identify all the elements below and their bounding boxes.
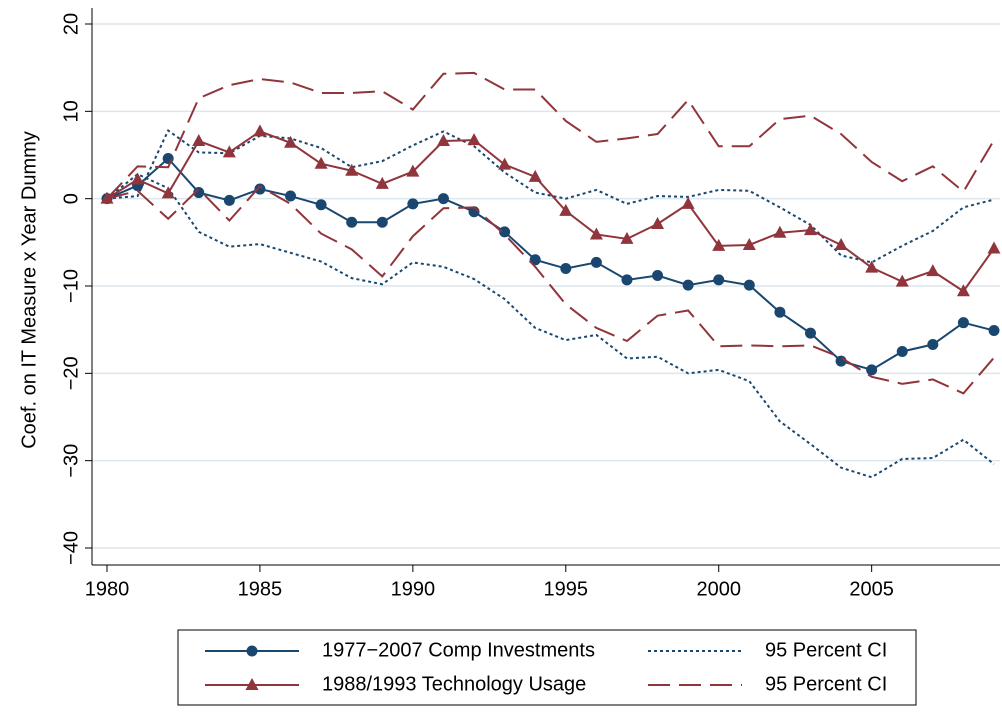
marker xyxy=(131,172,145,185)
y-tick-label: −20 xyxy=(60,356,82,390)
marker xyxy=(245,678,259,690)
marker xyxy=(528,169,542,182)
y-tick-label: −40 xyxy=(60,531,82,565)
marker xyxy=(896,346,908,357)
marker xyxy=(223,194,235,206)
series-line xyxy=(106,129,995,264)
marker xyxy=(192,134,206,147)
y-tick-label: −30 xyxy=(60,444,82,478)
marker xyxy=(222,145,236,158)
legend-label: 95 Percent CI xyxy=(765,639,887,661)
legend-label: 1988/1993 Technology Usage xyxy=(322,673,586,695)
marker xyxy=(285,190,297,202)
marker xyxy=(713,274,725,286)
legend-label: 1977−2007 Comp Investments xyxy=(322,639,595,661)
marker xyxy=(652,270,664,282)
marker xyxy=(193,187,205,199)
y-tick-label: 20 xyxy=(60,13,82,35)
marker xyxy=(162,152,174,164)
y-tick-label: 0 xyxy=(60,193,82,204)
marker xyxy=(804,327,816,339)
marker xyxy=(560,263,572,275)
legend-box xyxy=(177,629,917,706)
marker xyxy=(467,133,481,146)
marker xyxy=(437,193,449,205)
marker xyxy=(956,284,970,297)
marker xyxy=(499,226,511,238)
marker xyxy=(620,231,634,244)
marker xyxy=(987,241,1001,254)
marker xyxy=(774,306,786,318)
marker xyxy=(346,216,358,228)
marker xyxy=(895,274,909,287)
series-line xyxy=(106,173,995,479)
marker xyxy=(498,157,512,170)
marker xyxy=(375,176,389,189)
marker xyxy=(161,186,175,199)
x-tick-label: 1985 xyxy=(238,578,283,600)
y-axis-label: Coef. on IT Measure x Year Dummy xyxy=(18,131,40,449)
marker xyxy=(406,164,420,177)
legend-label: 95 Percent CI xyxy=(765,673,887,695)
marker xyxy=(773,225,787,238)
marker xyxy=(866,364,878,376)
marker xyxy=(253,124,267,137)
marker xyxy=(803,223,817,236)
x-tick-label: 1995 xyxy=(544,578,589,600)
marker xyxy=(246,645,258,657)
marker xyxy=(590,256,602,268)
marker xyxy=(407,198,419,210)
y-tick-label: −10 xyxy=(60,269,82,303)
marker xyxy=(621,274,633,286)
marker xyxy=(988,325,1000,337)
marker xyxy=(651,216,665,229)
marker xyxy=(436,134,450,147)
marker xyxy=(712,238,726,251)
marker xyxy=(743,279,755,291)
marker xyxy=(315,199,327,211)
marker xyxy=(926,264,940,277)
marker xyxy=(254,183,266,195)
series-line xyxy=(106,185,995,395)
marker xyxy=(284,135,298,148)
x-tick-label: 2000 xyxy=(696,578,741,600)
marker xyxy=(742,237,756,250)
marker xyxy=(681,196,695,209)
marker xyxy=(682,279,694,291)
marker xyxy=(376,216,388,228)
marker xyxy=(865,260,879,273)
marker xyxy=(345,163,359,176)
marker xyxy=(927,339,939,351)
x-tick-label: 1990 xyxy=(391,578,436,600)
marker xyxy=(834,237,848,250)
x-tick-label: 2005 xyxy=(849,578,894,600)
y-tick-label: 10 xyxy=(60,100,82,122)
marker xyxy=(314,156,328,169)
marker xyxy=(559,203,573,216)
x-tick-label: 1980 xyxy=(85,578,130,600)
marker xyxy=(589,227,603,240)
marker xyxy=(957,317,969,329)
series-line xyxy=(106,71,995,200)
